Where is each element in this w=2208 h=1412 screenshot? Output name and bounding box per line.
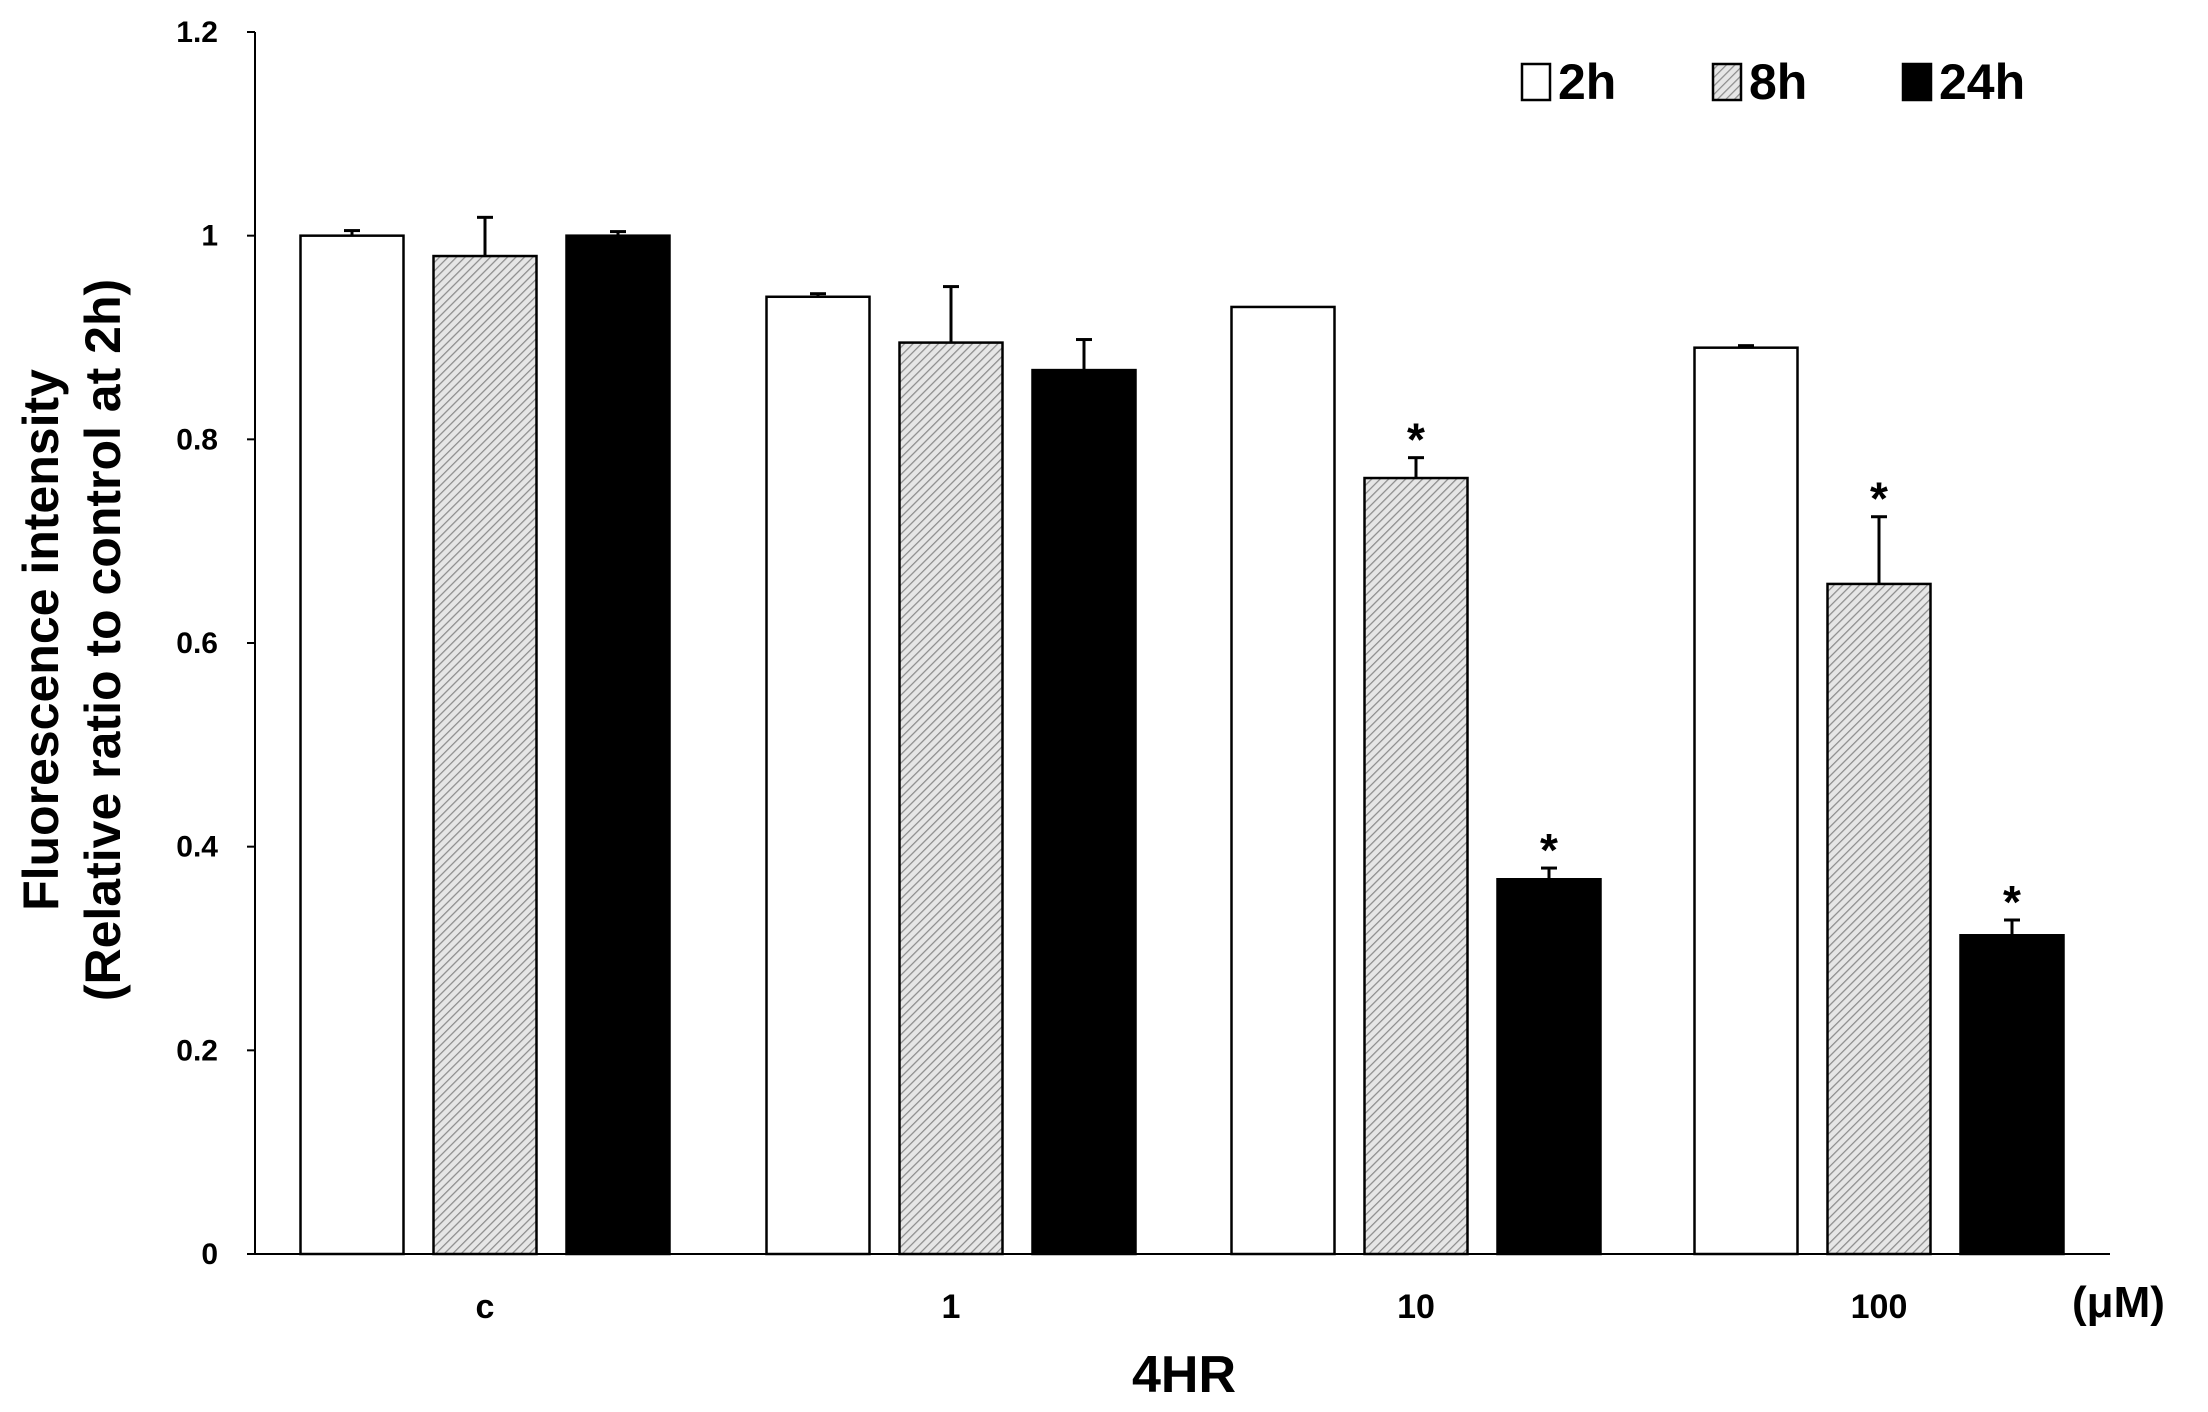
bar-2h-100 (1693, 346, 1799, 1256)
bar-24h-1 (1031, 368, 1137, 1256)
bars-layer: * * * * (299, 215, 2065, 1256)
legend-label-24h: 24h (1939, 54, 2025, 110)
bar-8h-10 (1363, 476, 1469, 1256)
bar-2h-c (299, 234, 405, 1256)
bar-8h-100 (1826, 582, 1932, 1256)
x-tick-label: c (476, 1288, 495, 1326)
legend-swatch-24h (1901, 62, 1933, 102)
bar-24h-c (565, 234, 671, 1256)
legend: 2h 8h 24h (1520, 54, 2025, 110)
legend-label-8h: 8h (1749, 54, 1807, 110)
y-axis-title-line2: (Relative ratio to control at 2h) (75, 279, 131, 1001)
significance-marker: * (1870, 473, 1888, 525)
y-tick-label: 0.4 (176, 831, 218, 864)
significance-marker: * (1540, 824, 1558, 876)
y-axis-title-line1: Fluorescence intensity (13, 369, 69, 911)
y-tick-label: 1 (201, 220, 218, 253)
bar-8h-1 (898, 341, 1004, 1256)
legend-swatch-8h (1711, 62, 1743, 102)
bar-24h-100 (1959, 934, 2065, 1256)
y-tick-label: 0.2 (176, 1034, 218, 1067)
x-tick-label: 1 (942, 1288, 961, 1326)
x-axis-title: 4HR (1132, 1346, 1236, 1404)
y-axis-ticks: 0 0.2 0.4 0.6 0.8 1 1.2 (176, 16, 255, 1271)
y-axis-title: Fluorescence intensity (Relative ratio t… (13, 279, 131, 1001)
x-axis-ticks: c 1 10 100 (476, 1288, 1908, 1326)
legend-label-2h: 2h (1558, 54, 1616, 110)
y-tick-label: 0 (201, 1238, 218, 1271)
legend-swatch-2h (1520, 62, 1552, 102)
significance-marker: * (2003, 876, 2021, 928)
bar-8h-c (432, 254, 538, 1256)
y-tick-label: 0.6 (176, 627, 218, 660)
y-tick-label: 1.2 (176, 16, 218, 49)
bar-24h-10 (1496, 878, 1602, 1256)
bar-2h-10 (1230, 305, 1336, 1256)
bar-2h-1 (765, 295, 871, 1256)
y-tick-label: 0.8 (176, 423, 218, 456)
significance-marker: * (1407, 414, 1425, 466)
x-tick-label: 100 (1851, 1288, 1908, 1326)
unit-label: (μM) (2072, 1278, 2165, 1327)
x-tick-label: 10 (1397, 1288, 1435, 1326)
